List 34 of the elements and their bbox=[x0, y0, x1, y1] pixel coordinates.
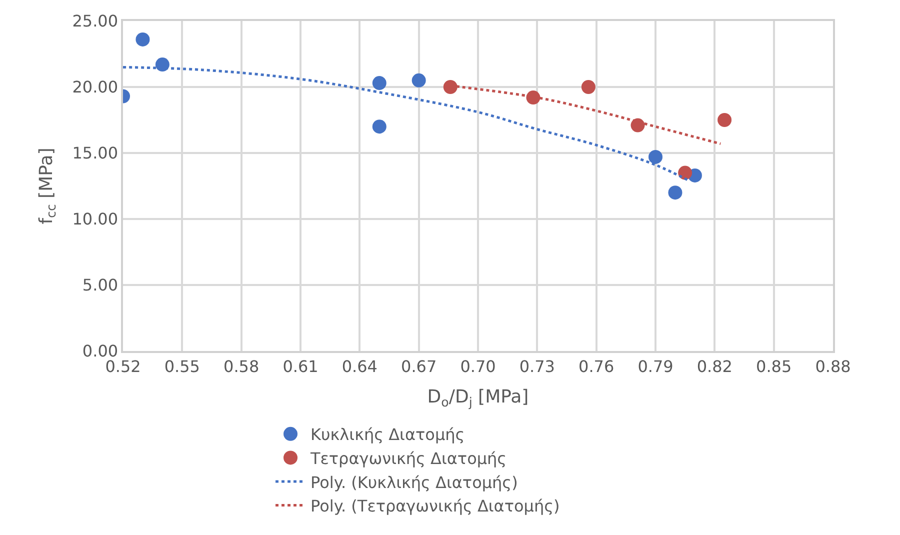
x-tick-label: 0.82 bbox=[696, 356, 732, 376]
x-tick-label: 0.73 bbox=[519, 356, 555, 376]
y-tick-label: 20.00 bbox=[72, 78, 118, 97]
y-tick-label: 15.00 bbox=[72, 144, 118, 163]
point bbox=[526, 90, 540, 105]
y-tick-label: 5.00 bbox=[82, 276, 118, 295]
x-axis-title: D$_{o}$/D$_{j}$ [MPa] bbox=[427, 386, 529, 410]
x-tick-label: 0.67 bbox=[401, 356, 437, 376]
x-tick-label: 0.70 bbox=[460, 356, 496, 376]
point bbox=[718, 113, 732, 127]
point bbox=[678, 166, 692, 180]
point bbox=[155, 58, 170, 72]
x-tick-label: 0.76 bbox=[578, 356, 614, 376]
x-tick-label: 0.55 bbox=[164, 356, 200, 376]
y-tick-label: 25.00 bbox=[72, 12, 118, 31]
legend-label: Poly. (Κυκλικής Διατομής) bbox=[310, 472, 518, 492]
point bbox=[668, 186, 682, 200]
point bbox=[648, 150, 662, 164]
y-tick-label: 10.00 bbox=[72, 210, 118, 229]
point bbox=[443, 80, 458, 94]
x-tick-label: 0.64 bbox=[342, 356, 378, 376]
x-tick-label: 0.58 bbox=[224, 356, 260, 376]
x-tick-label: 0.79 bbox=[638, 356, 674, 376]
x-tick-label: 0.88 bbox=[815, 356, 851, 376]
point bbox=[372, 76, 386, 90]
point bbox=[581, 80, 596, 94]
x-tick-label: 0.61 bbox=[282, 356, 318, 376]
point bbox=[412, 73, 426, 88]
point bbox=[136, 32, 150, 46]
legend-label: Poly. (Τετραγωνικής Διατομής) bbox=[310, 496, 560, 516]
point bbox=[372, 120, 386, 134]
legend-label: Τετραγωνικής Διατομής bbox=[310, 448, 507, 468]
legend-label: Κυκλικής Διατομής bbox=[310, 425, 465, 444]
x-tick-label: 0.85 bbox=[756, 356, 792, 376]
